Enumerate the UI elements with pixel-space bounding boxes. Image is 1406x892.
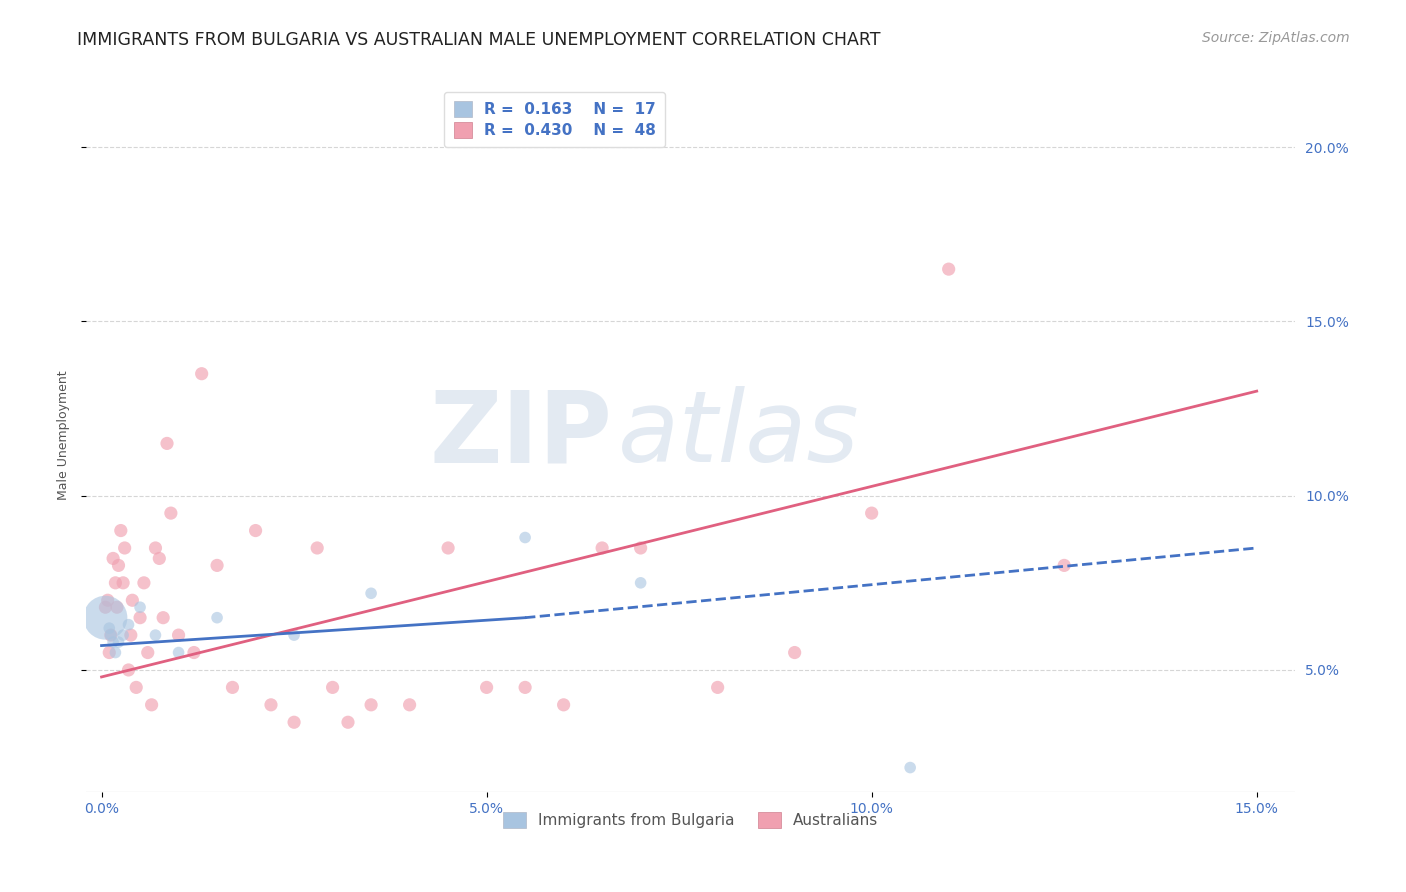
Point (104, 646, 127, 660)
Point (120, 628, 142, 642)
Point (591, 541, 613, 555)
Point (553, 698, 575, 712)
Point (114, 541, 136, 555)
Point (125, 681, 148, 695)
Point (167, 646, 190, 660)
Point (107, 558, 129, 573)
Point (97, 593, 120, 607)
Point (107, 635, 129, 649)
Point (101, 551, 124, 566)
Point (129, 610, 152, 624)
Point (129, 600, 152, 615)
Point (112, 575, 135, 590)
Text: atlas: atlas (619, 386, 859, 483)
Point (360, 586, 382, 600)
Text: IMMIGRANTS FROM BULGARIA VS AUSTRALIAN MALE UNEMPLOYMENT CORRELATION CHART: IMMIGRANTS FROM BULGARIA VS AUSTRALIAN M… (77, 31, 880, 49)
Point (141, 698, 163, 712)
Point (100, 628, 122, 642)
Text: ZIP: ZIP (429, 386, 612, 483)
Point (360, 698, 382, 712)
Point (160, 506, 183, 520)
Point (513, 531, 536, 545)
Point (1053, 558, 1076, 573)
Point (205, 610, 228, 624)
Point (860, 506, 883, 520)
Y-axis label: Male Unemployment: Male Unemployment (58, 370, 70, 500)
Point (105, 600, 128, 615)
Point (148, 551, 170, 566)
Point (783, 646, 806, 660)
Point (98, 621, 121, 635)
Point (121, 593, 143, 607)
Point (183, 646, 205, 660)
Point (513, 681, 536, 695)
Point (104, 575, 127, 590)
Point (322, 681, 344, 695)
Point (398, 698, 420, 712)
Point (307, 541, 329, 555)
Point (117, 663, 139, 677)
Point (136, 646, 159, 660)
Point (117, 617, 139, 632)
Point (337, 715, 360, 730)
Point (205, 558, 228, 573)
Point (283, 628, 305, 642)
Point (706, 681, 728, 695)
Text: Source: ZipAtlas.com: Source: ZipAtlas.com (1202, 31, 1350, 45)
Point (938, 262, 960, 277)
Point (167, 628, 190, 642)
Point (245, 524, 267, 538)
Point (112, 628, 135, 642)
Point (630, 541, 652, 555)
Point (145, 628, 167, 642)
Point (630, 575, 652, 590)
Point (101, 635, 124, 649)
Point (132, 575, 155, 590)
Point (221, 681, 243, 695)
Point (110, 524, 132, 538)
Point (437, 541, 460, 555)
Point (156, 436, 179, 450)
Point (145, 541, 167, 555)
Point (100, 628, 122, 642)
Point (98, 646, 121, 660)
Point (190, 367, 212, 381)
Point (283, 715, 305, 730)
Point (152, 610, 174, 624)
Legend: Immigrants from Bulgaria, Australians: Immigrants from Bulgaria, Australians (498, 806, 884, 834)
Point (898, 760, 921, 774)
Point (94, 600, 117, 615)
Point (475, 681, 498, 695)
Point (260, 698, 283, 712)
Point (94, 610, 117, 624)
